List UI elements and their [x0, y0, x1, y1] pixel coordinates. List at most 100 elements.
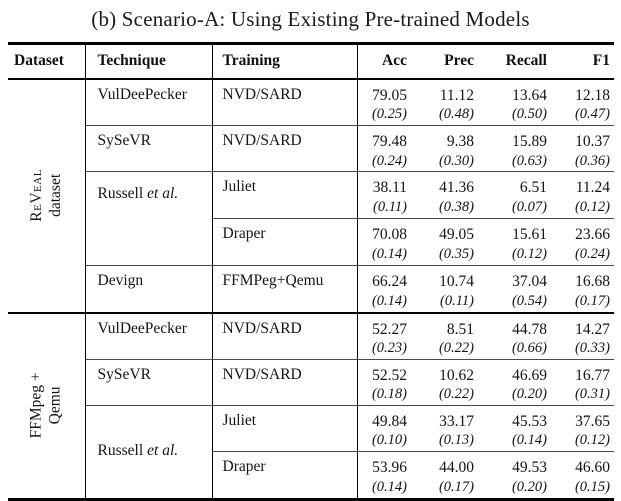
prec-std: (0.17) [438, 478, 474, 495]
table-row: Draper 70.08 (0.14) 49.05 (0.35) 15.61 (0.1… [8, 218, 614, 267]
f1-cell: 12.18 (0.47) [551, 79, 614, 127]
f1-cell: 46.60 (0.15) [551, 451, 614, 501]
prec-cell: 41.36 (0.38) [411, 171, 478, 220]
table-row: FFMpeg + Qemu VulDeePecker NVD/SARD 52.2… [8, 312, 614, 501]
technique-label: Russell [97, 185, 144, 203]
table-row: Draper 53.96 (0.14) 44.00 (0.17) 49.53 (0.2… [8, 451, 614, 501]
prec-cell: 10.62 (0.22) [411, 359, 478, 407]
acc-std: (0.14) [371, 292, 407, 309]
prec-mean: 11.12 [439, 87, 474, 104]
prec-std: (0.48) [438, 106, 474, 123]
training-label: NVD/SARD [222, 132, 302, 150]
acc-cell: 70.08 (0.14) [357, 218, 411, 267]
col-header-dataset: Dataset [8, 42, 86, 80]
f1-cell: 14.27 (0.33) [551, 312, 614, 360]
training-label: Draper [222, 225, 266, 243]
dataset-group-ffmpeg-qemu: FFMpeg + Qemu [8, 312, 86, 501]
col-header-prec: Prec [411, 42, 478, 80]
acc-std: (0.14) [371, 245, 407, 262]
recall-cell: 37.04 (0.54) [478, 265, 551, 314]
acc-mean: 49.84 [372, 413, 407, 431]
training-cell: FFMPeg+Qemu [212, 265, 358, 314]
recall-cell: 15.89 (0.63) [478, 125, 551, 173]
f1-cell: 10.37 (0.36) [551, 125, 614, 173]
prec-mean: 44.00 [439, 459, 474, 477]
training-label: Juliet [222, 178, 257, 196]
acc-cell: 53.96 (0.14) [357, 451, 411, 501]
technique-label: SySeVR [97, 132, 151, 150]
prec-mean: 9.38 [446, 133, 474, 151]
recall-mean: 45.53 [512, 413, 547, 431]
acc-cell: 79.48 (0.24) [357, 125, 411, 173]
acc-mean: 52.27 [372, 320, 407, 338]
f1-cell: 23.66 (0.24) [551, 218, 614, 267]
dataset-label-line2: dataset [47, 174, 65, 218]
prec-cell: 49.05 (0.35) [411, 218, 478, 267]
prec-cell: 11.12 (0.48) [411, 79, 478, 127]
acc-mean: 53.96 [372, 459, 407, 477]
acc-mean: 66.24 [372, 273, 407, 291]
f1-cell: 16.77 (0.31) [551, 359, 614, 407]
recall-std: (0.14) [511, 432, 547, 449]
prec-std: (0.38) [438, 198, 474, 215]
recall-std: (0.20) [511, 478, 547, 495]
col-header-technique: Technique [85, 42, 213, 80]
recall-mean: 13.64 [512, 87, 547, 104]
technique-cell: Devign [85, 265, 213, 314]
training-cell: Draper [212, 218, 358, 267]
acc-mean: 38.11 [372, 179, 407, 197]
prec-std: (0.22) [438, 340, 474, 357]
training-label: NVD/SARD [222, 86, 302, 103]
training-cell: Draper [212, 451, 358, 501]
f1-std: (0.12) [574, 198, 610, 215]
dataset-label-ffmpeg-qemu: FFMpeg + Qemu [27, 373, 66, 439]
table-row: Devign FFMPeg+Qemu 66.24 (0.14) 10.74 (0.1… [8, 265, 614, 314]
f1-std: (0.24) [574, 245, 610, 262]
recall-cell: 46.69 (0.20) [478, 359, 551, 407]
f1-std: (0.17) [574, 292, 610, 309]
prec-std: (0.22) [438, 386, 474, 403]
prec-mean: 49.05 [439, 226, 474, 244]
prec-mean: 33.17 [439, 413, 474, 431]
prec-cell: 44.00 (0.17) [411, 451, 478, 501]
technique-label: VulDeePecker [97, 86, 187, 103]
prec-mean: 8.51 [446, 320, 474, 338]
training-label: Draper [222, 458, 266, 476]
prec-mean: 10.74 [439, 273, 474, 291]
acc-std: (0.25) [371, 106, 407, 123]
f1-std: (0.36) [574, 152, 610, 169]
recall-std: (0.07) [511, 198, 547, 215]
f1-mean: 16.77 [575, 366, 610, 384]
f1-mean: 10.37 [575, 133, 610, 151]
acc-std: (0.14) [371, 478, 407, 495]
acc-cell: 79.05 (0.25) [357, 79, 411, 127]
acc-mean: 70.08 [372, 226, 407, 244]
recall-cell: 15.61 (0.12) [478, 218, 551, 267]
technique-cell: VulDeePecker [85, 312, 213, 360]
f1-mean: 12.18 [575, 87, 610, 104]
technique-cell: SySeVR [85, 359, 213, 407]
prec-std: (0.30) [438, 152, 474, 169]
header-row: Dataset Technique Training Acc Prec Reca… [8, 42, 614, 80]
training-cell: NVD/SARD [212, 312, 358, 360]
training-cell: Juliet [212, 405, 358, 453]
f1-cell: 11.24 (0.12) [551, 171, 614, 220]
technique-label: VulDeePecker [97, 319, 187, 337]
prec-mean: 41.36 [439, 179, 474, 197]
training-label: NVD/SARD [222, 319, 302, 337]
recall-std: (0.20) [511, 386, 547, 403]
recall-cell: 45.53 (0.14) [478, 405, 551, 453]
acc-std: (0.10) [371, 432, 407, 449]
recall-mean: 44.78 [512, 320, 547, 338]
f1-mean: 16.68 [575, 273, 610, 291]
f1-cell: 37.65 (0.12) [551, 405, 614, 453]
results-table: Dataset Technique Training Acc Prec Reca… [8, 42, 614, 501]
technique-label-italic: et al. [147, 442, 179, 460]
f1-mean: 14.27 [575, 320, 610, 338]
dataset-label-line1: FFMpeg + [27, 372, 45, 439]
col-header-training: Training [212, 42, 358, 80]
prec-std: (0.11) [440, 292, 474, 309]
f1-std: (0.33) [574, 340, 610, 357]
table-row: SySeVR NVD/SARD 79.48 (0.24) 9.38 (0.30) 1… [8, 125, 614, 173]
